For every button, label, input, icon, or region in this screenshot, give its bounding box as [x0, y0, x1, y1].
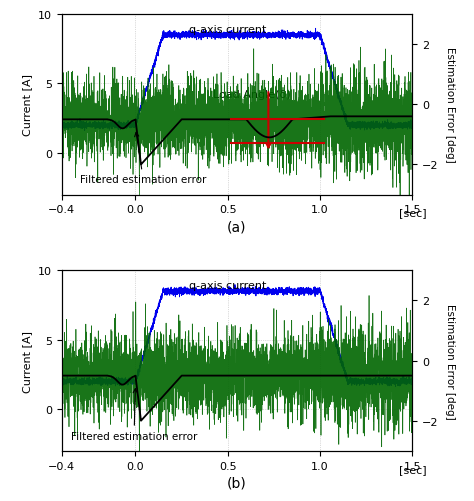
Y-axis label: Current [A]: Current [A]	[22, 74, 32, 136]
Text: Load Angle(δ): Load Angle(δ)	[213, 90, 291, 100]
Text: q-axis current: q-axis current	[189, 281, 266, 291]
Text: [sec]: [sec]	[399, 208, 426, 218]
Text: Filtered estimation error: Filtered estimation error	[80, 133, 207, 185]
Y-axis label: Estimation Error [deg]: Estimation Error [deg]	[445, 47, 455, 163]
Text: (a): (a)	[227, 220, 247, 234]
Y-axis label: Current [A]: Current [A]	[22, 330, 32, 392]
Y-axis label: Estimation Error [deg]: Estimation Error [deg]	[445, 303, 455, 419]
Text: q-axis current: q-axis current	[189, 25, 266, 35]
Text: [sec]: [sec]	[399, 464, 426, 473]
Text: Filtered estimation error: Filtered estimation error	[71, 389, 197, 441]
Text: (b): (b)	[227, 476, 247, 490]
